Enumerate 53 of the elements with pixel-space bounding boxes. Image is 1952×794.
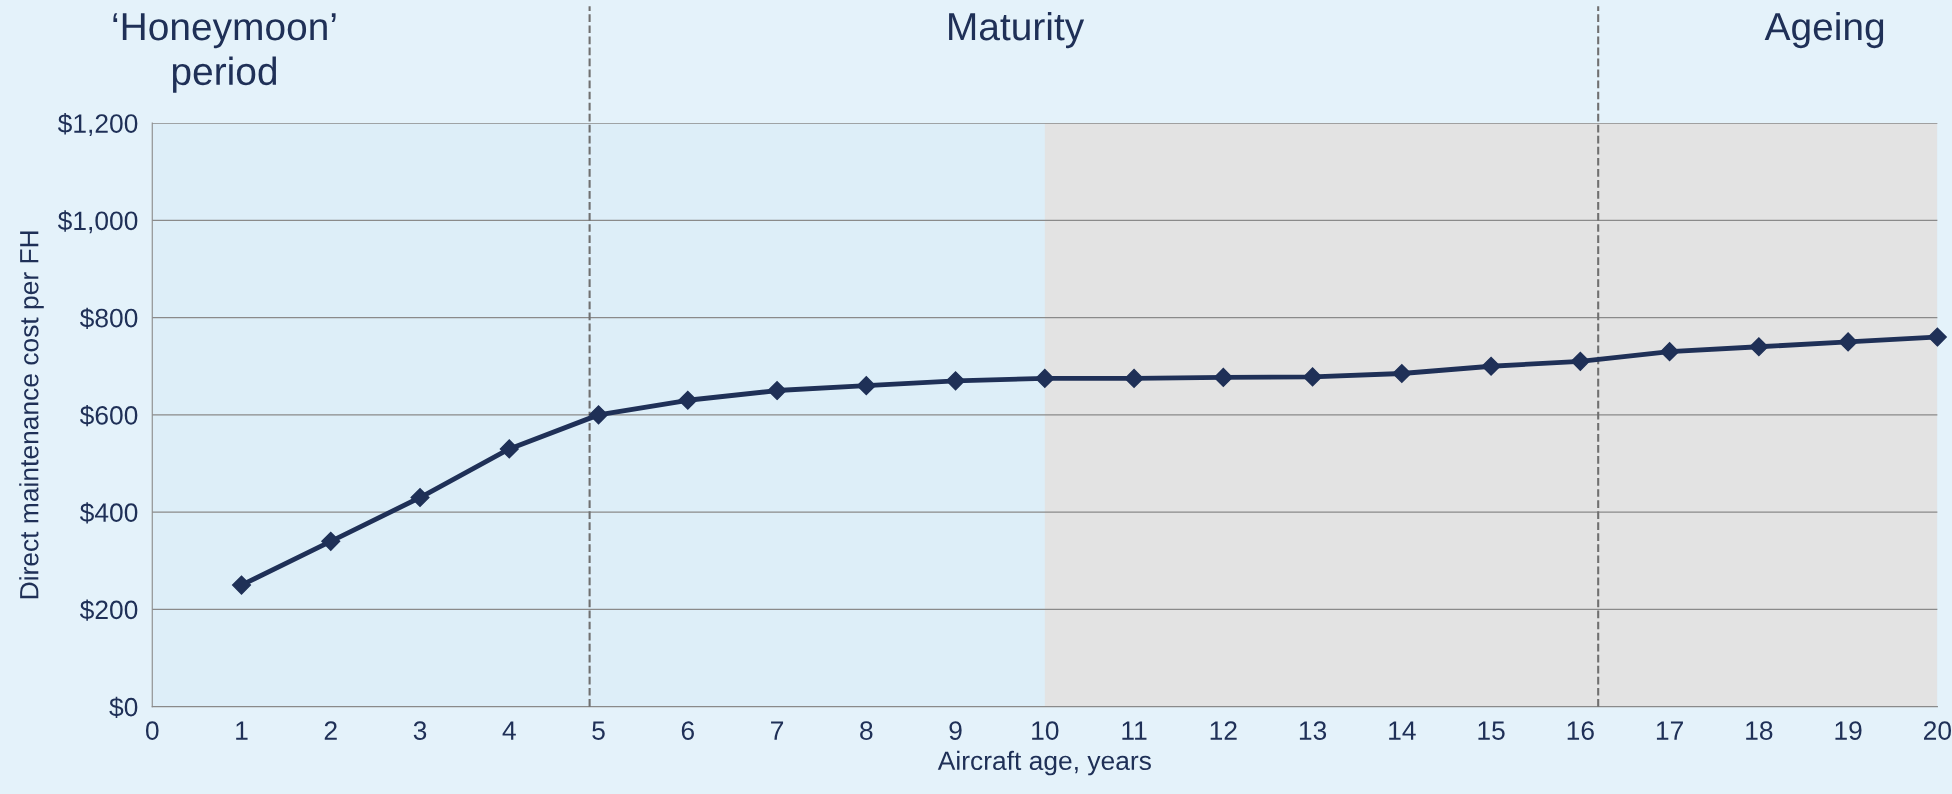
y-tick-label: $0 bbox=[109, 696, 138, 719]
point bbox=[1927, 327, 1947, 347]
x-tick-label: 15 bbox=[1478, 721, 1505, 740]
point bbox=[1303, 367, 1323, 387]
point bbox=[1660, 342, 1680, 362]
x-tick-label: 8 bbox=[860, 721, 873, 740]
text: ‘Honeymoon’ period bbox=[113, 13, 336, 93]
point bbox=[1035, 368, 1055, 388]
x-tick-label: 1 bbox=[236, 721, 248, 740]
point bbox=[499, 439, 519, 459]
y-tick-label: $200 bbox=[79, 599, 138, 621]
point bbox=[1838, 332, 1858, 352]
point bbox=[1392, 363, 1412, 384]
x-tick-label: 5 bbox=[592, 721, 605, 740]
y-tick-label: $400 bbox=[79, 502, 138, 524]
x-tick-label: 3 bbox=[413, 721, 427, 740]
point bbox=[1749, 337, 1769, 357]
point bbox=[1570, 351, 1590, 371]
x-tick-label: 18 bbox=[1746, 721, 1773, 740]
point bbox=[856, 376, 876, 396]
x-tick-label: 11 bbox=[1122, 721, 1147, 740]
x-tick-label: 0 bbox=[145, 721, 159, 740]
point bbox=[1124, 368, 1144, 388]
x-axis-title: Aircraft age, years bbox=[937, 750, 1151, 776]
point bbox=[321, 531, 341, 551]
point bbox=[231, 575, 252, 595]
y-tick-label: $1,200 bbox=[57, 113, 138, 137]
x-tick-label: 14 bbox=[1389, 721, 1416, 740]
point bbox=[946, 371, 966, 391]
text: Ageing bbox=[1764, 11, 1884, 49]
x-tick-label: 19 bbox=[1835, 721, 1862, 740]
x-tick-label: 17 bbox=[1656, 721, 1683, 740]
point bbox=[767, 381, 787, 401]
point bbox=[1481, 356, 1501, 376]
x-tick-label: 7 bbox=[771, 721, 784, 740]
point bbox=[678, 390, 698, 410]
x-tick-label: 9 bbox=[949, 721, 962, 740]
y-tick-label: $1,000 bbox=[57, 210, 138, 234]
x-tick-label: 2 bbox=[324, 721, 337, 740]
y-axis-title: Direct maintenance cost per FH bbox=[19, 231, 44, 599]
x-tick-label: 10 bbox=[1032, 721, 1059, 740]
y-tick-label: $800 bbox=[79, 307, 138, 329]
x-tick-label: 6 bbox=[681, 721, 694, 740]
point bbox=[410, 488, 430, 508]
text: Maturity bbox=[949, 11, 1085, 49]
point bbox=[588, 405, 609, 425]
point bbox=[1213, 367, 1233, 387]
x-tick-label: 16 bbox=[1567, 721, 1594, 740]
x-tick-label: 4 bbox=[502, 721, 516, 740]
x-tick-label: 12 bbox=[1210, 721, 1237, 740]
x-tick-label: 13 bbox=[1299, 721, 1327, 740]
x-tick-label: 20 bbox=[1924, 721, 1952, 740]
y-tick-label: $600 bbox=[79, 404, 138, 427]
